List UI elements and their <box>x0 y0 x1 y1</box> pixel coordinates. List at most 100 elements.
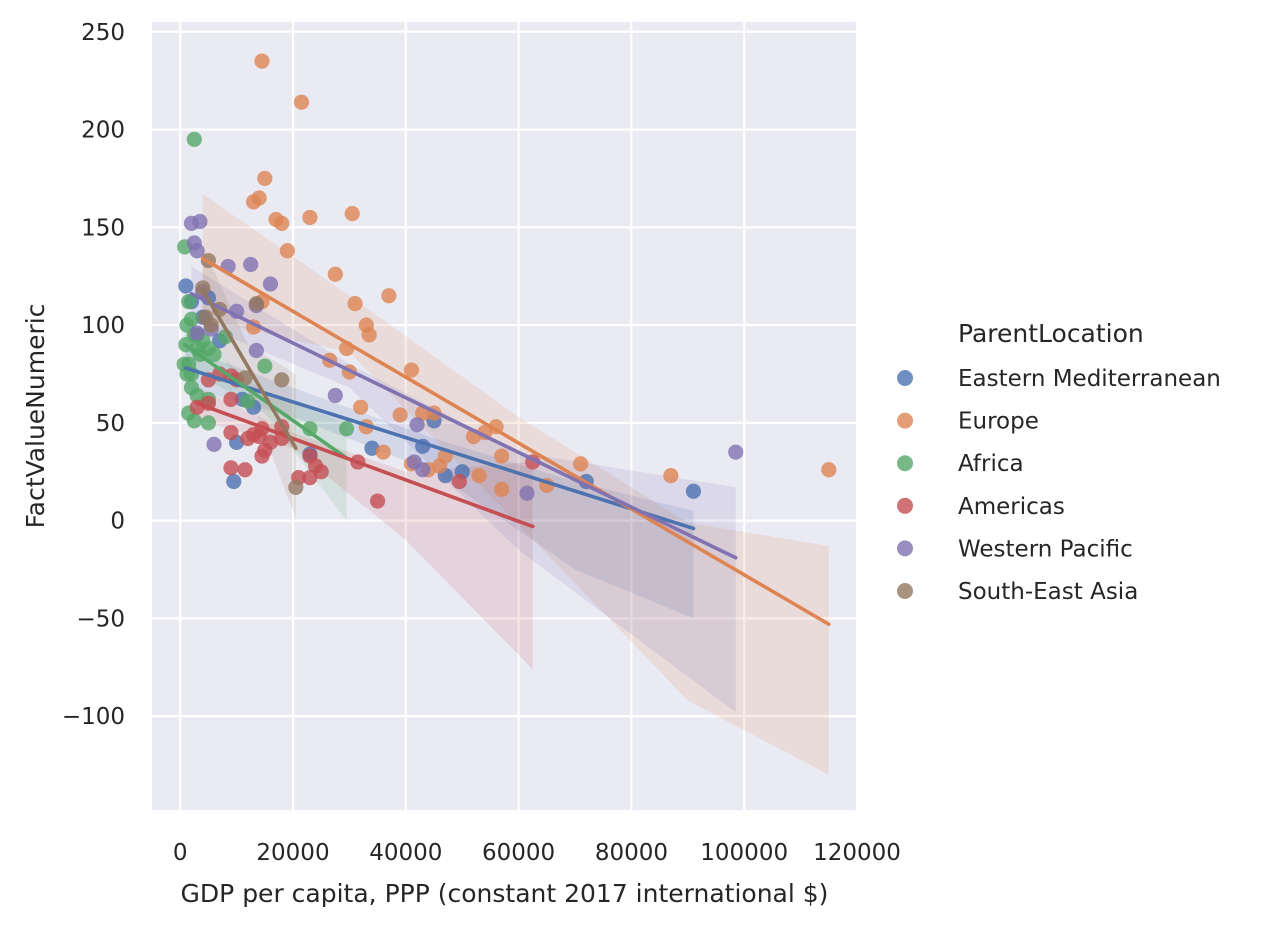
fit-line-south-east-asia <box>200 288 298 451</box>
legend-label-europe: Europe <box>958 409 1039 435</box>
legend-label-south-east-asia: South-East Asia <box>958 579 1138 605</box>
legend-marker-eastern-mediterranean <box>897 370 913 386</box>
point-europe <box>821 462 837 478</box>
point-americas <box>223 425 239 441</box>
y-tick-label: 50 <box>96 411 125 437</box>
point-americas <box>223 391 239 407</box>
legend-title: ParentLocation <box>958 319 1144 348</box>
point-western-pacific <box>189 243 205 259</box>
point-europe <box>471 468 487 484</box>
legend-label-eastern-mediterranean: Eastern Mediterranean <box>958 366 1221 392</box>
x-tick-label: 100000 <box>700 840 788 866</box>
point-europe <box>494 481 510 497</box>
point-western-pacific <box>406 454 422 470</box>
point-africa <box>200 415 216 431</box>
regression-lines <box>182 256 831 627</box>
point-americas <box>302 448 318 464</box>
fit-line-europe <box>200 256 831 627</box>
x-tick-label: 0 <box>173 840 188 866</box>
ci-band-western-pacific <box>191 266 736 713</box>
point-western-pacific <box>192 213 208 230</box>
x-tick-label: 60000 <box>482 840 555 866</box>
point-eastern-mediterranean <box>178 278 194 294</box>
point-europe <box>361 327 377 343</box>
point-europe <box>392 407 408 423</box>
legend-marker-americas <box>897 497 913 514</box>
point-south-east-asia <box>237 370 253 386</box>
y-tick-label: 150 <box>81 215 125 241</box>
point-africa <box>183 311 200 327</box>
plot-background <box>152 22 857 810</box>
point-south-east-asia <box>195 280 211 296</box>
point-americas <box>451 473 467 490</box>
point-europe <box>663 468 679 484</box>
point-europe <box>494 448 510 464</box>
y-tick-label: 100 <box>81 313 125 339</box>
point-western-pacific <box>189 325 205 341</box>
legend-label-africa: Africa <box>958 451 1024 477</box>
point-europe <box>375 444 391 460</box>
point-europe <box>432 458 448 474</box>
legend: ParentLocation Eastern Mediterranean Euro… <box>897 319 1221 605</box>
point-europe <box>279 243 295 259</box>
point-europe <box>257 170 273 187</box>
point-africa <box>186 131 202 147</box>
fit-line-western-pacific <box>189 291 738 560</box>
point-africa <box>302 421 318 437</box>
point-south-east-asia <box>274 372 290 388</box>
point-europe <box>254 53 270 69</box>
point-africa <box>206 346 222 363</box>
point-europe <box>353 399 369 415</box>
point-africa <box>338 421 355 437</box>
point-europe <box>327 266 343 282</box>
point-western-pacific <box>728 444 744 460</box>
x-tick-label: 20000 <box>256 840 329 866</box>
point-americas <box>237 462 253 478</box>
x-tick-label: 80000 <box>595 840 668 866</box>
x-axis-label: GDP per capita, PPP (constant 2017 inter… <box>181 879 829 908</box>
y-tick-label: −100 <box>62 704 125 730</box>
point-south-east-asia <box>288 479 304 495</box>
point-western-pacific <box>248 342 264 359</box>
point-americas <box>313 464 329 480</box>
point-americas <box>302 469 318 486</box>
point-africa <box>257 358 273 374</box>
ci-band-europe <box>202 194 829 775</box>
legend-label-western-pacific: Western Pacific <box>958 536 1133 562</box>
point-western-pacific <box>327 387 343 404</box>
legend-marker-africa <box>897 455 913 472</box>
point-americas <box>223 460 239 476</box>
y-axis-label: FactValueNumeric <box>21 304 50 529</box>
point-western-pacific <box>243 256 259 273</box>
y-tick-label: 0 <box>110 509 125 535</box>
point-europe <box>274 215 290 231</box>
fit-line-africa <box>182 342 349 460</box>
point-europe <box>293 94 310 110</box>
point-africa <box>186 413 202 429</box>
x-tick-labels: 0 20000 40000 60000 80000 100000 120000 <box>173 840 901 866</box>
y-tick-labels: −100 −50 0 50 100 150 200 250 <box>62 20 125 730</box>
point-western-pacific <box>409 417 425 433</box>
point-americas <box>370 493 386 509</box>
point-europe <box>302 209 318 226</box>
x-tick-label: 40000 <box>369 840 442 866</box>
point-eastern-mediterranean <box>685 483 702 499</box>
ci-band-eastern-mediterranean <box>185 348 694 619</box>
point-western-pacific <box>262 276 279 292</box>
point-africa <box>240 393 256 409</box>
y-tick-label: 250 <box>81 20 125 46</box>
point-south-east-asia <box>248 295 264 312</box>
point-europe <box>344 206 360 222</box>
point-eastern-mediterranean <box>226 473 242 490</box>
legend-marker-western-pacific <box>897 540 913 557</box>
point-africa <box>181 294 197 310</box>
point-europe <box>245 194 262 210</box>
fit-line-americas <box>195 401 535 529</box>
point-americas <box>254 448 270 464</box>
point-europe <box>347 295 363 312</box>
legend-marker-south-east-asia <box>897 583 913 599</box>
fit-line-eastern-mediterranean <box>184 366 696 531</box>
point-europe <box>573 456 589 472</box>
point-western-pacific <box>206 436 222 452</box>
